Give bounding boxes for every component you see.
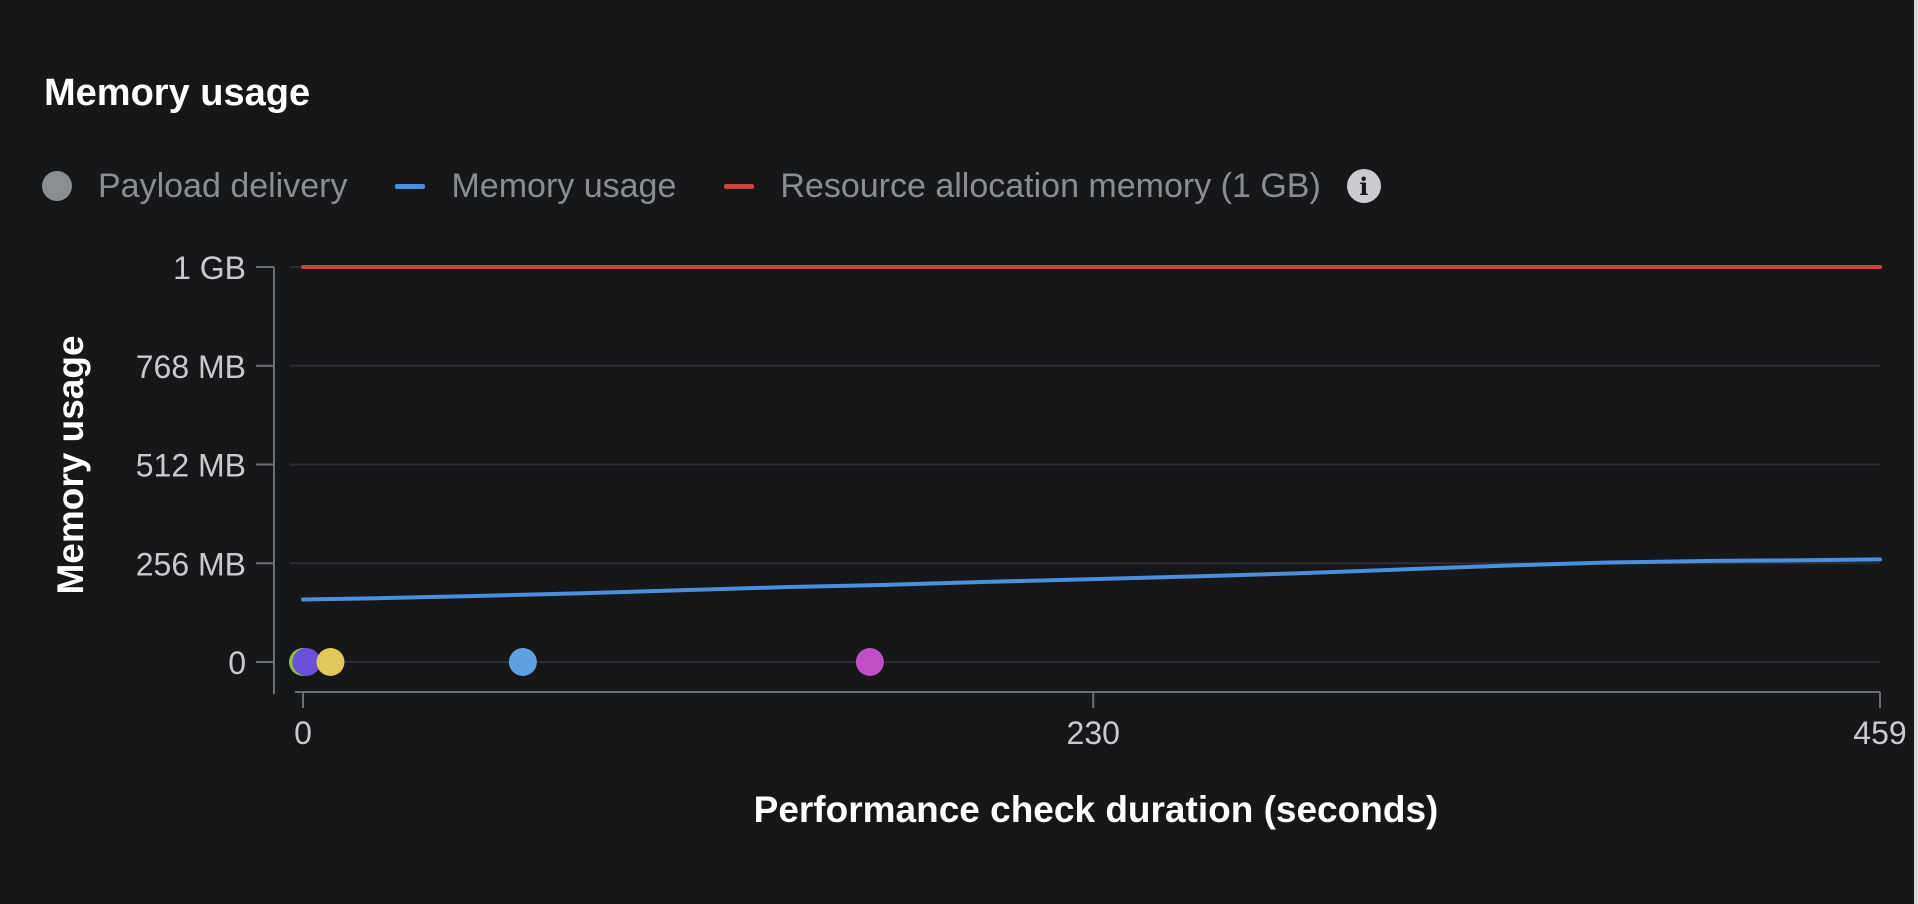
x-tick-label: 0: [294, 715, 312, 751]
y-tick-label: 256 MB: [136, 546, 246, 582]
memory-usage-line-marker: [395, 183, 426, 189]
panel-title: Memory usage: [44, 72, 311, 114]
payload-delivery-marker: [42, 171, 72, 201]
info-icon[interactable]: i: [1346, 169, 1381, 203]
legend-label-allocation-memory: Resource allocation memory (1 GB): [780, 166, 1321, 205]
y-tick-label: 1 GB: [173, 250, 246, 286]
payload-delivery-point: [508, 648, 537, 676]
y-tick-label: 768 MB: [136, 349, 246, 385]
legend-item-memory-usage[interactable]: Memory usage: [395, 167, 676, 206]
panel-border: [1914, 0, 1918, 904]
y-tick-label: 0: [228, 645, 246, 681]
allocation-memory-line-marker: [724, 183, 755, 189]
x-tick-label: 459: [1853, 715, 1906, 751]
legend-label-memory-usage: Memory usage: [451, 166, 677, 205]
y-tick-label: 512 MB: [136, 448, 246, 484]
chart-legend: Payload delivery Memory usage Resource a…: [42, 162, 1381, 210]
x-axis-label: Performance check duration (seconds): [754, 789, 1439, 830]
x-tick-label: 230: [1067, 715, 1120, 751]
y-axis-label: Memory usage: [50, 335, 91, 594]
legend-item-allocation-memory[interactable]: Resource allocation memory (1 GB): [724, 166, 1321, 206]
payload-delivery-point: [855, 648, 884, 676]
payload-delivery-point: [316, 648, 345, 676]
legend-label-payload-delivery: Payload delivery: [98, 166, 348, 205]
legend-item-payload-delivery[interactable]: Payload delivery: [42, 167, 347, 206]
memory-usage-series-line: [301, 557, 1882, 602]
payload-delivery-point: [292, 648, 321, 676]
